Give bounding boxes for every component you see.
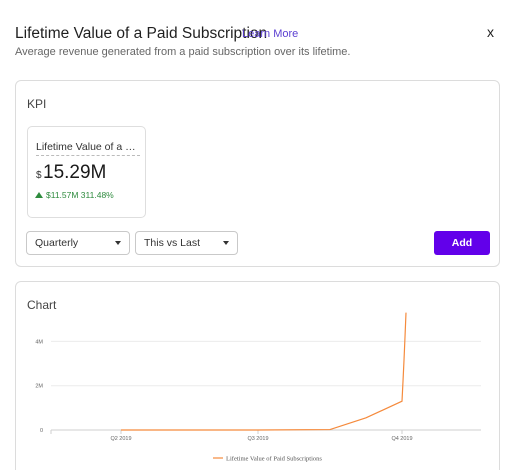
legend-label: Lifetime Value of Paid Subscriptions [226,456,322,463]
period-select-value: Quarterly [35,237,79,249]
x-tick-label: Q2 2019 [110,436,131,442]
kpi-tile[interactable]: Lifetime Value of a Pai... $ 15.29M $11.… [27,126,146,218]
kpi-section-title: KPI [27,97,47,111]
kpi-tile-name: Lifetime Value of a Pai... [36,141,140,156]
period-select[interactable]: Quarterly [26,231,130,255]
y-tick-label: 4M [35,339,43,345]
compare-select-value: This vs Last [144,237,201,249]
kpi-card: KPI Lifetime Value of a Pai... $ 15.29M … [15,80,500,267]
close-icon[interactable]: x [487,24,494,40]
y-tick-label: 2M [35,384,43,390]
x-tick-label: Q4 2019 [391,436,412,442]
trend-up-icon [35,192,43,198]
add-button[interactable]: Add [434,231,490,255]
kpi-value: 15.29M [43,162,107,183]
kpi-delta-text: $11.57M 311.48% [46,190,114,200]
y-tick-label: 0 [40,428,43,434]
x-tick-label: Q3 2019 [247,436,268,442]
kpi-delta: $11.57M 311.48% [35,190,114,200]
line-chart: 0 2M 4M Q2 2019 Q3 2019 Q4 2019 Lifetime Value… [35,312,481,463]
caret-down-icon [223,241,229,245]
learn-more-link[interactable]: Learn More [242,28,299,40]
compare-select[interactable]: This vs Last [135,231,238,255]
modal-title: Lifetime Value of a Paid Subscription [15,25,268,42]
caret-down-icon [115,241,121,245]
chart-section-title: Chart [27,298,57,312]
series-line [121,312,407,431]
kpi-currency-symbol: $ [36,170,42,181]
modal-subtitle: Average revenue generated from a paid su… [15,46,351,58]
chart-card: Chart 0 2M 4M Q2 2019 Q3 2019 Q4 2019 Lifetime… [15,281,500,470]
